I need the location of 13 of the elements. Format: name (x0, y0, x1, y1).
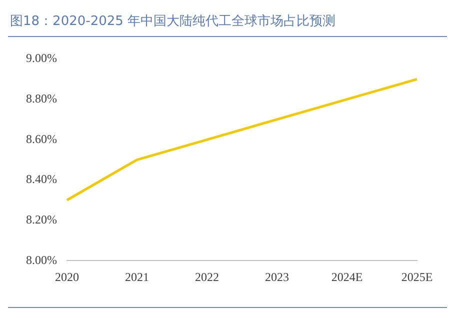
x-tick-label: 2024E (331, 270, 363, 284)
y-tick-label: 9.00% (26, 51, 57, 66)
y-tick-label: 8.80% (26, 91, 57, 106)
x-tick-label: 2023 (265, 270, 289, 284)
x-tick-label: 2020 (54, 270, 79, 284)
chart-title: 图18：2020-2025 年中国大陆纯代工全球市场占比预测 (9, 13, 337, 31)
y-tick-label: 8.40% (26, 172, 57, 186)
x-tick-label: 2021 (124, 270, 149, 284)
y-tick-label: 8.60% (26, 132, 57, 146)
y-tick-label: 8.20% (26, 212, 57, 226)
x-tick-label: 2022 (195, 270, 219, 284)
x-tick-label: 2025E (401, 270, 433, 284)
y-tick-label: 8.00% (26, 252, 57, 267)
